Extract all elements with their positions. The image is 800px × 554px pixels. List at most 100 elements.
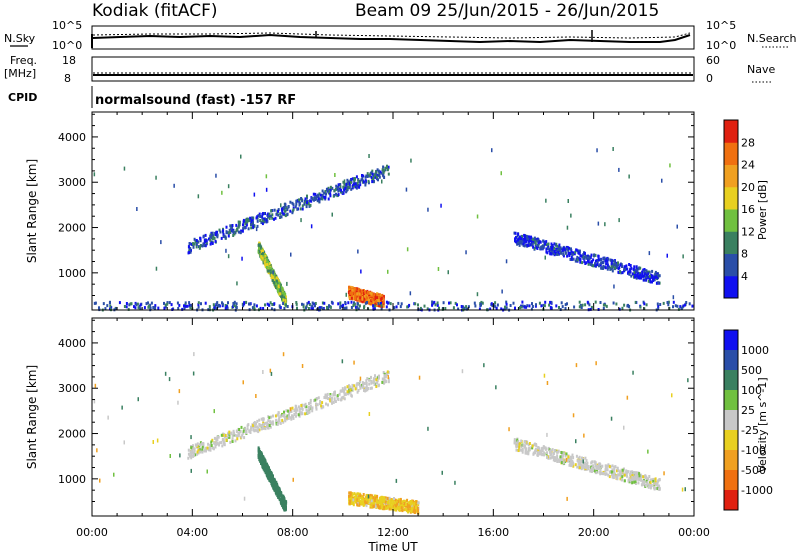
range-time-cell [273,281,276,285]
power-x-ticks [91,112,695,310]
range-time-cell [380,296,383,300]
range-time-cell [587,257,589,261]
range-time-cell [363,299,366,303]
range-time-cell [519,239,522,243]
range-time-cell [270,474,273,478]
range-time-cell [339,183,342,186]
range-time-cell [154,304,157,308]
range-time-cell [334,187,337,191]
range-time-cell [282,298,285,302]
range-time-cell [627,270,630,274]
range-time-cell [264,261,267,264]
range-time-cell [650,273,653,277]
range-time-cell [369,386,372,390]
range-time-cell [197,240,200,244]
range-time-cell [340,389,343,393]
range-time-cell [326,306,329,310]
range-time-cell [318,402,321,406]
range-time-cell [337,188,340,192]
range-time-cell [164,305,167,309]
scattered-echo [107,415,109,420]
range-time-cell [554,243,557,247]
range-time-cell [567,459,570,463]
range-time-cell [648,483,651,487]
range-time-cell [578,305,581,309]
range-time-cell [593,469,596,473]
range-time-cell [365,504,368,508]
range-time-cell [334,390,336,394]
range-time-cell [135,303,138,307]
range-time-cell [330,399,333,403]
range-time-cell [353,384,356,388]
range-time-cell [564,251,567,255]
range-time-cell [256,419,259,423]
range-time-cell [600,266,603,270]
range-time-cell [332,400,335,404]
range-time-cell [360,289,363,293]
range-time-cell [305,205,308,209]
range-time-cell [576,258,579,262]
range-time-cell [257,446,260,450]
range-time-cell [197,448,200,452]
scattered-echo [286,281,288,286]
range-time-cell [258,428,261,432]
range-time-cell [363,291,365,295]
range-time-cell [303,403,306,407]
scattered-echo [160,240,162,245]
range-time-cell [306,409,309,413]
range-time-cell [287,205,290,208]
range-time-cell [376,376,379,380]
range-time-cell [214,437,217,441]
range-time-cell [423,304,426,308]
range-time-cell [98,306,100,310]
range-time-cell [366,172,369,176]
range-time-cell [205,449,207,453]
range-time-cell [231,433,234,437]
range-time-cell [274,480,277,484]
range-time-cell [352,295,354,299]
range-time-cell [253,306,256,310]
range-time-cell [388,496,391,500]
range-time-cell [640,274,643,278]
noise-left-tick-bottom: 10^0 [52,39,82,52]
range-time-cell [259,459,262,463]
scattered-echo [491,148,493,153]
range-time-cell [600,261,603,265]
x-tick-label: 20:00 [578,526,610,539]
range-time-cell [629,475,632,479]
range-time-cell [343,390,345,394]
range-time-cell [271,420,274,424]
range-time-cell [222,232,225,236]
range-time-cell [314,198,317,201]
range-time-cell [336,194,339,198]
range-time-cell [221,444,224,448]
range-time-cell [414,511,416,514]
range-time-cell [272,486,275,490]
range-time-cell [401,500,404,504]
range-time-cell [517,440,520,444]
range-time-cell [275,482,278,486]
range-time-cell [282,420,285,424]
range-time-cell [465,305,468,309]
scattered-echo [454,480,456,485]
power-colorbar-segment [724,186,738,210]
range-time-cell [345,306,348,310]
range-time-cell [578,455,581,459]
velocity-colorbar-segment [724,350,738,371]
velocity-colorbar-tick: 500 [741,364,762,377]
range-time-cell [633,474,636,478]
range-time-cell [654,477,657,481]
range-time-cell [310,196,313,200]
range-time-cell [637,477,640,481]
range-time-cell [546,455,548,459]
range-time-cell [516,438,519,442]
range-time-cell [569,258,572,261]
range-time-cell [522,444,525,448]
range-time-cell [275,286,278,289]
range-time-cell [321,189,324,193]
range-time-cell [349,390,352,394]
range-time-cell [571,459,574,463]
range-time-cell [252,428,255,432]
range-time-cell [655,482,658,486]
range-time-cell [656,276,659,280]
